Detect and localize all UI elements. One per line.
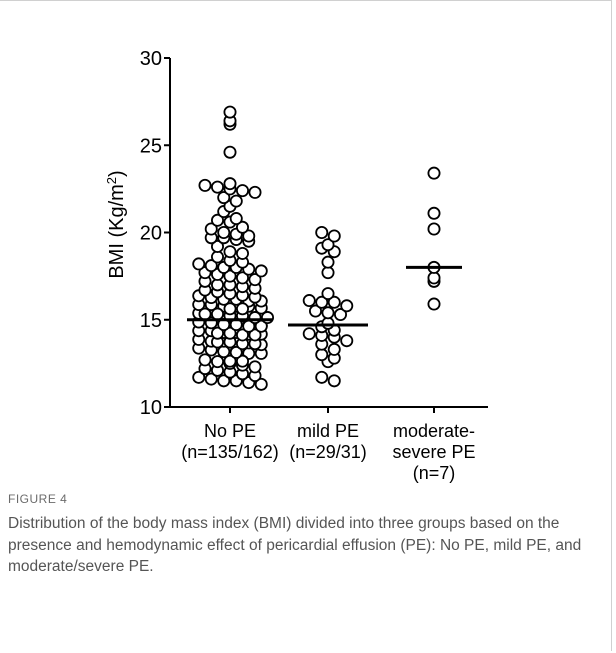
y-tick-label: 25 — [140, 135, 162, 157]
data-point — [223, 269, 237, 283]
figure-label: FIGURE 4 — [8, 492, 68, 506]
figure-caption: Distribution of the body mass index (BMI… — [8, 515, 582, 575]
data-point — [321, 266, 335, 280]
data-point — [223, 245, 237, 259]
data-point — [321, 287, 335, 301]
y-axis-label-end: ) — [106, 170, 128, 177]
data-point — [217, 225, 231, 239]
data-point — [229, 194, 243, 208]
category-label: (n=135/162) — [181, 442, 279, 462]
data-point — [210, 239, 224, 253]
data-point — [198, 178, 212, 192]
data-point — [223, 326, 237, 340]
data-point — [229, 212, 243, 226]
y-tick-label: 30 — [140, 48, 162, 70]
data-point — [223, 302, 237, 316]
data-point — [217, 191, 231, 205]
data-point — [248, 360, 262, 374]
data-points — [192, 105, 441, 391]
y-axis-label-sup: 2 — [104, 177, 119, 184]
data-point — [235, 328, 249, 342]
data-point — [340, 334, 354, 348]
data-point — [204, 372, 218, 386]
data-point — [254, 264, 268, 278]
data-point — [217, 374, 231, 388]
y-axis: 10 15 20 25 30 — [140, 48, 171, 419]
data-point — [242, 229, 256, 243]
data-point — [235, 184, 249, 198]
x-ticks: No PE(n=135/162) mild PE(n=29/31) moderate… — [181, 407, 476, 483]
data-point — [229, 345, 243, 359]
y-tick-label: 10 — [140, 397, 162, 419]
data-point — [321, 306, 335, 320]
data-point — [427, 166, 441, 180]
data-point — [235, 302, 249, 316]
data-point — [210, 326, 224, 340]
data-point — [427, 222, 441, 236]
data-point — [198, 307, 212, 321]
category-label: (n=29/31) — [289, 442, 367, 462]
data-point — [254, 377, 268, 391]
category-label: moderate- — [393, 421, 475, 441]
data-point — [223, 145, 237, 159]
data-point — [235, 271, 249, 285]
data-point — [327, 295, 341, 309]
y-axis-label-main: BMI (Kg/m — [106, 184, 128, 278]
y-axis-label: BMI (Kg/m2) — [104, 170, 129, 278]
y-ticks: 10 15 20 25 30 — [140, 48, 170, 419]
data-point — [235, 354, 249, 368]
data-point — [192, 370, 206, 384]
category-label: severe PE — [392, 442, 475, 462]
data-point — [210, 180, 224, 194]
y-tick-label: 20 — [140, 223, 162, 245]
data-point — [210, 278, 224, 292]
category-label: (n=7) — [413, 463, 456, 483]
category-label: No PE — [204, 421, 256, 441]
data-point — [427, 206, 441, 220]
y-tick-label: 15 — [140, 310, 162, 332]
data-point — [210, 213, 224, 227]
data-point — [248, 328, 262, 342]
data-point — [302, 327, 316, 341]
data-point — [315, 225, 329, 239]
data-point — [192, 257, 206, 271]
data-point — [248, 185, 262, 199]
data-point — [198, 353, 212, 367]
category-label: mild PE — [297, 421, 359, 441]
data-point — [223, 177, 237, 191]
data-point — [235, 220, 249, 234]
data-point — [223, 354, 237, 368]
data-point — [223, 105, 237, 119]
data-point — [204, 259, 218, 273]
data-point — [248, 311, 262, 325]
data-point — [210, 250, 224, 264]
x-axis: No PE(n=135/162) mild PE(n=29/31) moderate… — [170, 406, 488, 483]
data-point — [327, 342, 341, 356]
data-point — [321, 255, 335, 269]
data-point — [210, 355, 224, 369]
data-point — [315, 348, 329, 362]
data-point — [235, 246, 249, 260]
data-point — [427, 297, 441, 311]
data-point — [321, 238, 335, 252]
data-point — [248, 273, 262, 287]
data-point — [333, 308, 347, 322]
median-lines — [187, 265, 462, 327]
data-point — [302, 294, 316, 308]
data-point — [327, 374, 341, 388]
data-point — [427, 271, 441, 285]
data-point — [321, 316, 335, 330]
data-point — [340, 299, 354, 313]
data-point — [204, 222, 218, 236]
scatter-chart: 10 15 20 25 30 No PE(n=135/162) mild PE(n=29/… — [104, 48, 488, 483]
data-point — [315, 295, 329, 309]
data-point — [315, 370, 329, 384]
data-point — [308, 304, 322, 318]
data-point — [210, 307, 224, 321]
data-point — [260, 311, 274, 325]
data-point — [327, 229, 341, 243]
